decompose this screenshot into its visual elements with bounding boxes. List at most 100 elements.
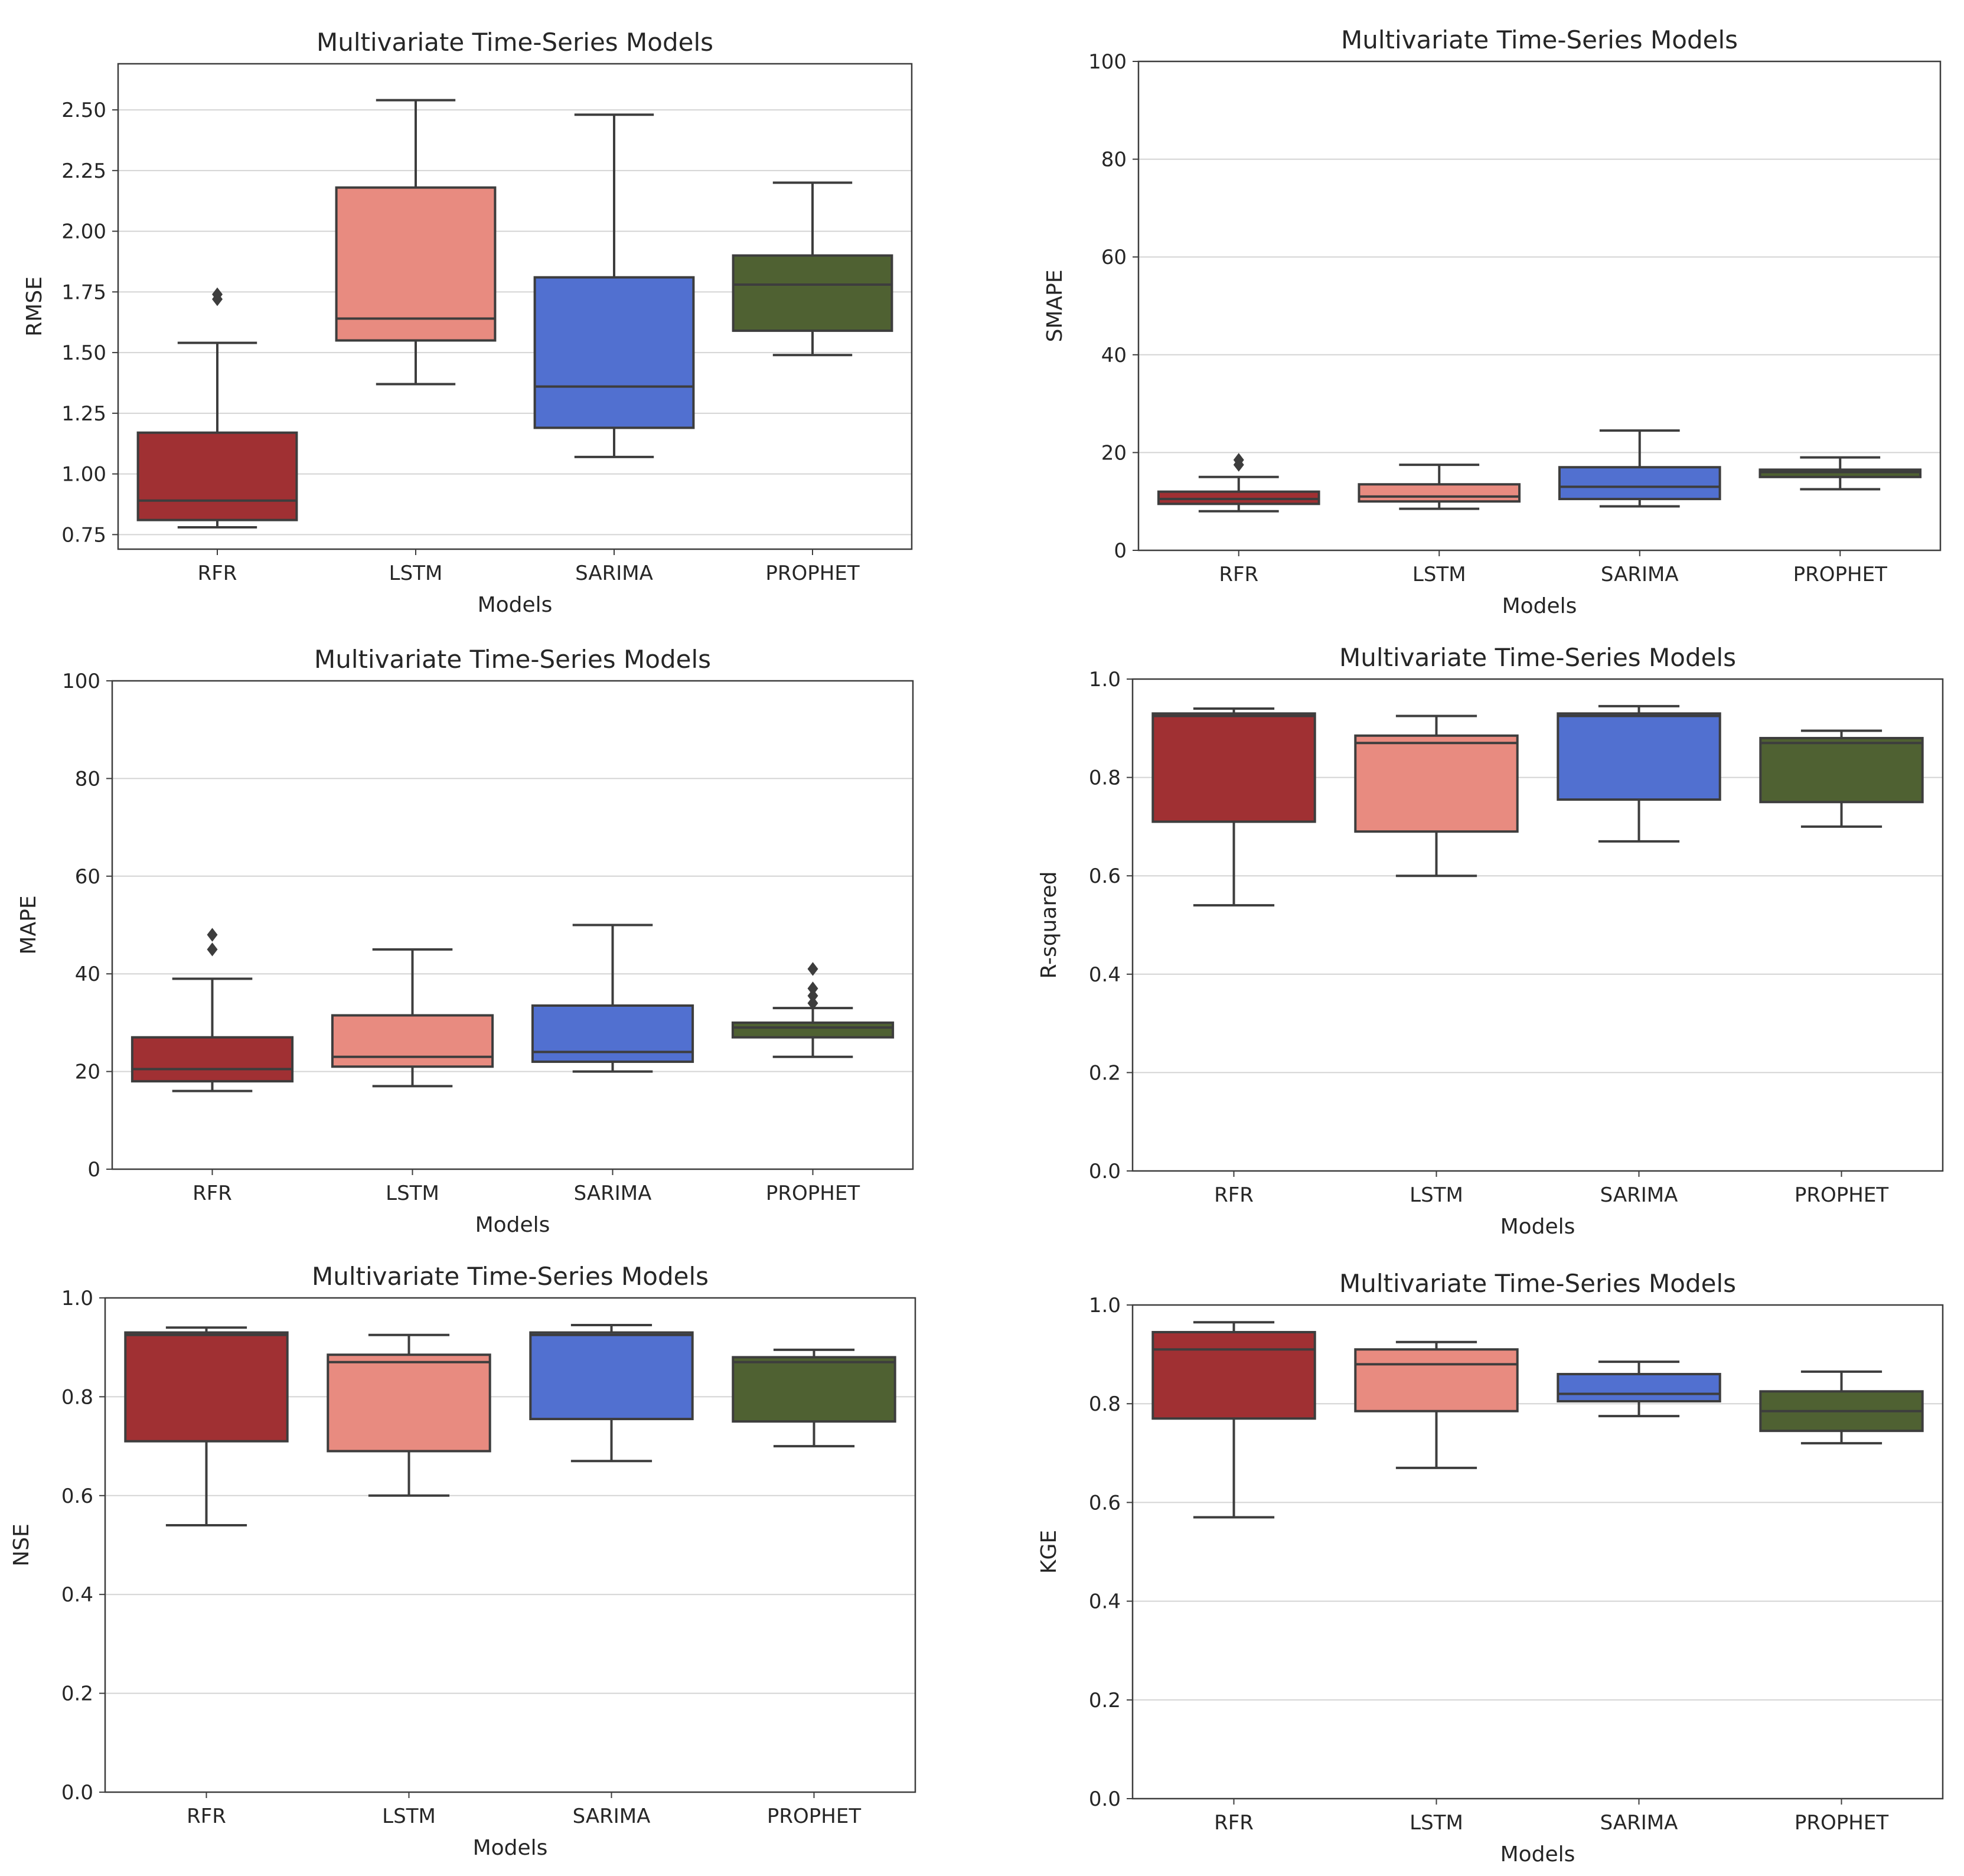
nse-boxplot-panel: 0.0 0.2 0.4 0.6 0.8 1.0 RFR LSTM SARIMA PROPHET Mu… — [9, 1262, 916, 1860]
axes-frame — [117, 63, 913, 550]
y-tick-label: 80 — [75, 767, 100, 791]
x-axis-label: Models — [1502, 594, 1577, 618]
y-tick-label: 0 — [1114, 539, 1127, 563]
y-tick-label: 0.4 — [61, 1583, 93, 1607]
x-tick-label: PROPHET — [766, 1182, 860, 1205]
y-tick-label: 0.2 — [61, 1682, 93, 1706]
x-tick-label: SARIMA — [1600, 1811, 1678, 1835]
chart-title: Multivariate Time-Series Models — [312, 1262, 709, 1291]
x-axis-label: Models — [473, 1836, 548, 1860]
x-tick-label: SARIMA — [575, 562, 653, 585]
x-axis-label: Models — [475, 1213, 550, 1237]
mape-boxplot-panel: 0 20 40 60 80 100 RFR LSTM SARIMA PROPHET Multivar… — [17, 645, 914, 1237]
y-tick-label: 1.0 — [1089, 1294, 1121, 1317]
r-squared-boxplot-panel: 0.0 0.2 0.4 0.6 0.8 1.0 RFR LSTM SARIMA PROPHET Mu… — [1037, 643, 1944, 1239]
outlier-point — [807, 962, 818, 976]
y-axis-label: SMAPE — [1043, 270, 1067, 342]
x-tick-label: SARIMA — [573, 1805, 651, 1828]
box-sarima — [531, 1004, 694, 1063]
outlier-point — [207, 928, 218, 942]
x-tick-label: LSTM — [389, 562, 443, 585]
x-tick-label: LSTM — [1410, 1183, 1463, 1207]
y-tick-label: 2.50 — [61, 99, 106, 122]
outlier-point — [212, 287, 223, 302]
chart-title: Multivariate Time-Series Models — [1341, 25, 1738, 54]
outlier-point — [807, 988, 818, 1003]
outlier-point — [807, 996, 818, 1010]
x-tick-label: RFR — [187, 1805, 226, 1828]
y-tick-label: 0.8 — [61, 1385, 93, 1409]
chart-title: Multivariate Time-Series Models — [317, 28, 713, 57]
box-lstm — [335, 186, 497, 342]
y-tick-label: 60 — [75, 865, 100, 889]
x-tick-label: SARIMA — [1600, 1183, 1678, 1207]
y-tick-label: 0.75 — [61, 523, 106, 547]
y-tick-label: 0.8 — [1089, 1392, 1121, 1416]
box-sarima — [1558, 466, 1721, 501]
y-tick-label: 0.4 — [1089, 1590, 1121, 1614]
kge-boxplot-panel: 0.0 0.2 0.4 0.6 0.8 1.0 RFR LSTM SARIMA PROPHET Mu… — [1037, 1269, 1944, 1867]
chart-title: Multivariate Time-Series Models — [314, 645, 711, 674]
y-tick-label: 0.6 — [61, 1485, 93, 1508]
smape-boxplot-panel: 0 20 40 60 80 100 RFR LSTM SARIMA PROPHET Multivar… — [1043, 25, 1942, 618]
y-axis-label: R-squared — [1037, 871, 1061, 978]
chart-title: Multivariate Time-Series Models — [1339, 643, 1736, 672]
x-tick-label: PROPHET — [767, 1805, 861, 1828]
x-tick-label: RFR — [1219, 563, 1258, 586]
x-axis-label: Models — [1500, 1842, 1575, 1867]
outlier-point — [207, 942, 218, 957]
y-tick-label: 100 — [62, 670, 100, 693]
y-tick-label: 0.0 — [1089, 1787, 1121, 1811]
y-tick-label: 0.6 — [1089, 864, 1121, 888]
y-tick-label: 0 — [87, 1158, 100, 1182]
box-sarima — [1557, 1373, 1721, 1403]
box-sarima — [1557, 712, 1721, 801]
y-axis-label: NSE — [9, 1523, 34, 1567]
x-tick-label: LSTM — [382, 1805, 436, 1828]
y-tick-label: 0.8 — [1089, 766, 1121, 790]
x-tick-label: RFR — [1214, 1811, 1254, 1835]
box-lstm — [331, 1014, 494, 1068]
outlier-point — [807, 981, 818, 996]
y-tick-label: 1.25 — [61, 402, 106, 426]
x-tick-label: RFR — [198, 562, 237, 585]
x-tick-label: PROPHET — [1793, 563, 1887, 586]
y-tick-label: 0.0 — [61, 1781, 93, 1805]
box-rfr — [136, 431, 298, 521]
y-axis-label: RMSE — [22, 276, 47, 337]
box-sarima — [533, 276, 695, 429]
chart-title: Multivariate Time-Series Models — [1339, 1269, 1736, 1298]
y-tick-label: 2.25 — [61, 159, 106, 183]
y-tick-label: 0.4 — [1089, 963, 1121, 987]
x-tick-label: LSTM — [386, 1182, 439, 1205]
y-tick-label: 60 — [1101, 246, 1127, 269]
y-tick-label: 1.0 — [1089, 668, 1121, 691]
y-tick-label: 0.6 — [1089, 1491, 1121, 1515]
x-tick-label: PROPHET — [1795, 1183, 1888, 1207]
y-tick-label: 1.0 — [61, 1287, 93, 1310]
axes-frame — [1131, 678, 1944, 1172]
y-tick-label: 20 — [75, 1061, 100, 1084]
box-prophet — [732, 254, 893, 332]
box-rfr — [1151, 1330, 1316, 1420]
y-axis-label: KGE — [1037, 1530, 1061, 1574]
y-tick-label: 20 — [1101, 441, 1127, 465]
rmse-boxplot-panel: 0.75 1.00 1.25 1.50 1.75 2.00 2.25 2.50 RFR LSTM S… — [22, 28, 913, 617]
y-tick-label: 1.75 — [61, 280, 106, 304]
y-tick-label: 0.2 — [1089, 1061, 1121, 1085]
x-tick-label: SARIMA — [1601, 563, 1679, 586]
outlier-point — [1233, 453, 1244, 467]
y-tick-label: 1.00 — [61, 463, 106, 487]
x-tick-label: RFR — [1214, 1183, 1254, 1207]
axes-frame — [1131, 1304, 1944, 1800]
x-tick-label: PROPHET — [1795, 1811, 1888, 1835]
y-tick-label: 40 — [75, 963, 100, 986]
y-tick-label: 80 — [1101, 148, 1127, 172]
y-axis-label: MAPE — [17, 895, 41, 954]
box-prophet — [1759, 736, 1924, 804]
box-sarima — [529, 1331, 694, 1421]
x-tick-label: LSTM — [1410, 1811, 1463, 1835]
box-lstm — [327, 1353, 491, 1453]
axes-frame — [1137, 60, 1942, 552]
